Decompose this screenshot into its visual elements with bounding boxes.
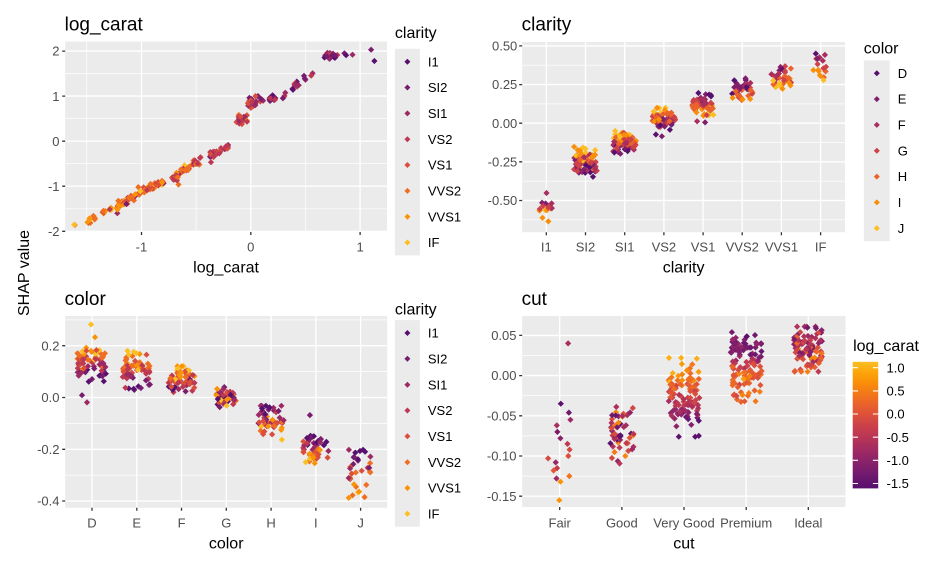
- svg-text:I1: I1: [428, 54, 439, 69]
- svg-text:2: 2: [52, 44, 59, 59]
- svg-text:I: I: [314, 515, 318, 530]
- svg-text:J: J: [898, 221, 905, 236]
- svg-text:VVS2: VVS2: [428, 455, 461, 470]
- svg-text:0.50: 0.50: [492, 39, 517, 54]
- svg-text:SI1: SI1: [428, 377, 448, 392]
- svg-text:-0.2: -0.2: [37, 442, 59, 457]
- svg-text:log_carat: log_carat: [193, 260, 259, 277]
- svg-text:VVS1: VVS1: [765, 240, 798, 255]
- svg-text:clarity: clarity: [395, 302, 437, 319]
- svg-text:SI2: SI2: [428, 80, 448, 95]
- svg-text:0.00: 0.00: [491, 368, 516, 383]
- svg-text:D: D: [87, 515, 96, 530]
- svg-text:0: 0: [52, 134, 59, 149]
- svg-text:Ideal: Ideal: [794, 515, 822, 530]
- svg-text:SI2: SI2: [576, 240, 596, 255]
- svg-text:cut: cut: [673, 535, 695, 552]
- svg-text:color: color: [65, 289, 107, 310]
- svg-text:I1: I1: [541, 240, 552, 255]
- svg-text:-0.15: -0.15: [487, 489, 517, 504]
- svg-text:0.00: 0.00: [492, 116, 517, 131]
- svg-text:0: 0: [247, 240, 254, 255]
- svg-text:J: J: [357, 515, 364, 530]
- svg-text:-0.25: -0.25: [488, 154, 518, 169]
- svg-text:1: 1: [52, 89, 59, 104]
- svg-text:0.5: 0.5: [887, 384, 905, 399]
- svg-text:Good: Good: [606, 515, 638, 530]
- svg-text:color: color: [209, 535, 244, 552]
- svg-text:F: F: [898, 118, 906, 133]
- svg-text:-0.05: -0.05: [487, 408, 517, 423]
- svg-text:-0.50: -0.50: [488, 193, 518, 208]
- svg-text:VS2: VS2: [428, 132, 453, 147]
- svg-text:Very Good: Very Good: [653, 515, 714, 530]
- svg-text:-2: -2: [48, 224, 60, 239]
- svg-text:log_carat: log_carat: [65, 15, 144, 36]
- svg-text:0.05: 0.05: [491, 328, 516, 343]
- svg-text:VS1: VS1: [691, 240, 716, 255]
- svg-text:-0.5: -0.5: [887, 430, 909, 445]
- svg-text:cut: cut: [522, 289, 548, 310]
- svg-text:SI1: SI1: [428, 106, 448, 121]
- svg-text:IF: IF: [428, 506, 440, 521]
- svg-text:0.0: 0.0: [41, 390, 59, 405]
- svg-text:H: H: [898, 169, 907, 184]
- svg-text:D: D: [898, 66, 907, 81]
- svg-text:VVS1: VVS1: [428, 481, 461, 496]
- svg-text:1: 1: [357, 240, 364, 255]
- svg-text:color: color: [864, 41, 899, 58]
- svg-text:Fair: Fair: [549, 515, 572, 530]
- svg-text:clarity: clarity: [663, 260, 705, 277]
- svg-text:SI2: SI2: [428, 351, 448, 366]
- svg-text:VVS2: VVS2: [428, 183, 461, 198]
- svg-text:I: I: [898, 195, 902, 210]
- svg-text:G: G: [221, 515, 231, 530]
- svg-text:VS2: VS2: [652, 240, 677, 255]
- svg-text:0.0: 0.0: [887, 407, 905, 422]
- svg-text:-1.0: -1.0: [887, 453, 909, 468]
- svg-text:Premium: Premium: [720, 515, 772, 530]
- svg-text:0.2: 0.2: [41, 338, 59, 353]
- svg-text:SHAP value: SHAP value: [16, 230, 33, 316]
- svg-text:-1.5: -1.5: [887, 476, 909, 491]
- svg-text:H: H: [266, 515, 275, 530]
- svg-text:0.25: 0.25: [492, 77, 517, 92]
- svg-text:log_carat: log_carat: [853, 338, 919, 355]
- svg-text:G: G: [898, 143, 908, 158]
- svg-text:VVS1: VVS1: [428, 209, 461, 224]
- svg-text:-1: -1: [48, 179, 60, 194]
- svg-text:SI1: SI1: [615, 240, 635, 255]
- svg-text:VS1: VS1: [428, 429, 453, 444]
- svg-text:F: F: [178, 515, 186, 530]
- svg-text:-0.10: -0.10: [487, 449, 517, 464]
- svg-text:IF: IF: [815, 240, 827, 255]
- svg-text:E: E: [132, 515, 141, 530]
- svg-text:1.0: 1.0: [887, 360, 905, 375]
- svg-text:clarity: clarity: [522, 15, 572, 36]
- svg-text:-1: -1: [136, 240, 148, 255]
- svg-text:VS1: VS1: [428, 158, 453, 173]
- svg-text:VS2: VS2: [428, 403, 453, 418]
- svg-text:E: E: [898, 92, 907, 107]
- svg-text:VVS2: VVS2: [726, 240, 759, 255]
- svg-text:-0.4: -0.4: [37, 494, 59, 509]
- svg-text:I1: I1: [428, 326, 439, 341]
- svg-text:IF: IF: [428, 235, 440, 250]
- svg-text:clarity: clarity: [395, 25, 437, 42]
